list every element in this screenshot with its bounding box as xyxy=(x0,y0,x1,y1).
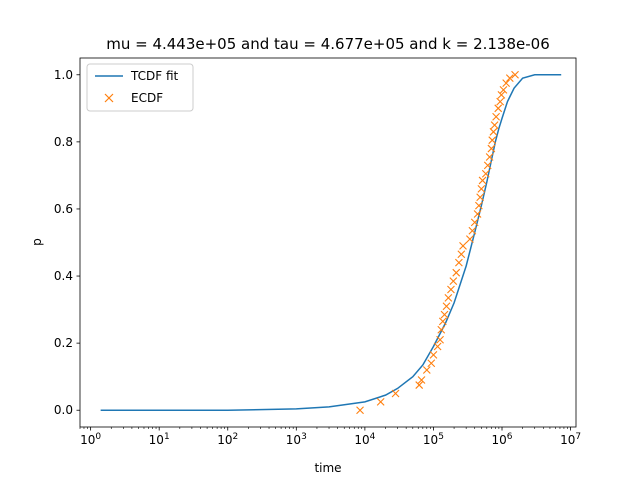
y-tick-label: 0.4 xyxy=(54,269,73,283)
ecdf-point xyxy=(356,406,364,415)
ecdf-point xyxy=(422,366,431,374)
ecdf-point xyxy=(502,79,511,88)
y-tick-label: 0.8 xyxy=(54,135,73,149)
ecdf-point xyxy=(511,70,519,79)
ecdf-point xyxy=(454,258,463,267)
ecdf-point xyxy=(459,241,467,250)
x-tick-label: 101 xyxy=(149,432,170,447)
y-axis-label: p xyxy=(30,238,44,246)
ecdf-point xyxy=(499,85,508,94)
ecdf-point xyxy=(442,302,451,311)
ecdf-point xyxy=(473,210,482,218)
ecdf-point xyxy=(447,285,455,294)
x-tick-label: 106 xyxy=(491,432,512,447)
ecdf-point xyxy=(433,342,442,351)
axes-frame xyxy=(79,57,577,428)
ecdf-point xyxy=(489,127,498,136)
legend: TCDF fit ECDF xyxy=(86,63,194,112)
series-line-tcdf-fit xyxy=(100,74,562,411)
y-tick-label: 1.0 xyxy=(54,68,73,82)
y-tick-label: 0.6 xyxy=(54,202,73,216)
ecdf-point xyxy=(376,397,385,406)
ecdf-point xyxy=(417,376,426,384)
x-tick-label: 107 xyxy=(560,432,581,447)
ecdf-point xyxy=(468,226,477,235)
ecdf-point xyxy=(427,359,436,368)
ecdf-point xyxy=(474,201,483,210)
legend-ecdf-swatch xyxy=(104,93,114,103)
ecdf-point xyxy=(465,235,474,244)
ecdf-point xyxy=(476,193,485,202)
y-axis-ticks: 0.0 0.2 0.4 0.6 0.8 1.0 xyxy=(54,68,80,417)
ecdf-point xyxy=(496,97,505,106)
chart-title: mu = 4.443e+05 and tau = 4.677e+05 and k… xyxy=(106,35,550,53)
ecdf-point xyxy=(497,91,506,99)
x-tick-label: 104 xyxy=(354,432,375,447)
ecdf-point xyxy=(488,136,497,145)
ecdf-point xyxy=(437,325,446,334)
ecdf-point xyxy=(438,317,447,326)
ecdf-point xyxy=(440,310,449,319)
ecdf-point xyxy=(452,268,461,277)
y-tick-label: 0.2 xyxy=(54,336,73,350)
ecdf-point xyxy=(444,293,453,302)
ecdf-point xyxy=(490,121,499,129)
x-axis-label: time xyxy=(314,461,341,475)
x-tick-label: 105 xyxy=(423,432,444,447)
ecdf-point xyxy=(391,389,400,398)
x-tick-label: 102 xyxy=(217,432,238,447)
ecdf-point xyxy=(483,161,492,170)
ecdf-point xyxy=(470,218,479,227)
ecdf-point xyxy=(487,144,496,153)
ecdf-point xyxy=(494,104,503,113)
ecdf-point xyxy=(478,176,487,185)
legend-ecdf-label: ECDF xyxy=(131,91,163,105)
ecdf-point xyxy=(436,335,444,344)
ecdf-point xyxy=(415,381,424,389)
y-tick-label: 0.0 xyxy=(54,403,73,417)
ecdf-point xyxy=(492,112,500,121)
plot-area xyxy=(100,70,562,415)
series-layer xyxy=(100,70,562,415)
x-axis-ticks: 100 101 102 103 104 105 106 107 xyxy=(79,427,581,447)
ecdf-point xyxy=(505,74,514,83)
ecdf-point xyxy=(457,250,466,259)
ecdf-point xyxy=(477,184,486,193)
ecdf-point xyxy=(449,277,458,285)
ecdf-point xyxy=(485,153,494,161)
ecdf-point xyxy=(481,169,490,178)
ecdf-point xyxy=(429,350,438,359)
x-tick-label: 103 xyxy=(286,432,307,447)
legend-fit-label: TCDF fit xyxy=(130,69,179,83)
x-tick-label: 100 xyxy=(80,432,101,447)
